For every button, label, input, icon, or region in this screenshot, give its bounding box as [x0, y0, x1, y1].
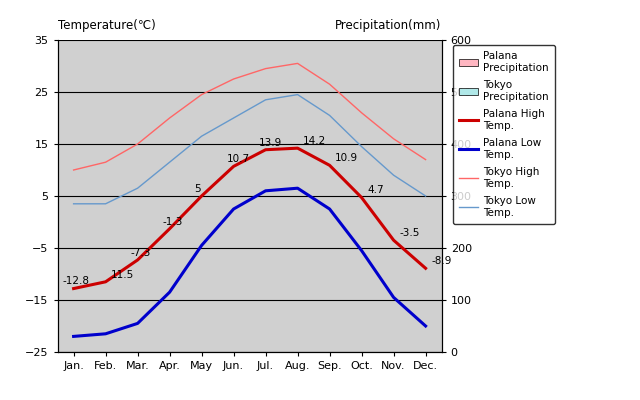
Bar [413, 352, 426, 400]
Bar [285, 352, 298, 400]
Bar [138, 352, 150, 400]
Text: -7.3: -7.3 [131, 248, 151, 258]
Bar [61, 352, 74, 400]
Text: -1.3: -1.3 [163, 216, 183, 226]
Bar [394, 352, 406, 400]
Text: 10.9: 10.9 [335, 153, 358, 163]
Bar [317, 352, 330, 400]
Text: -12.8: -12.8 [63, 276, 90, 286]
Text: -8.9: -8.9 [431, 256, 452, 266]
Bar [349, 352, 362, 400]
Text: 4.7: 4.7 [367, 185, 384, 195]
Text: Precipitation(mm): Precipitation(mm) [335, 19, 442, 32]
Text: 5: 5 [195, 184, 202, 194]
Bar [426, 352, 438, 400]
Bar [93, 352, 106, 400]
Bar [362, 352, 374, 378]
Bar [221, 352, 234, 400]
Bar [202, 352, 214, 400]
Legend: Palana
Precipitation, Tokyo
Precipitation, Palana High
Temp., Palana Low
Temp., : Palana Precipitation, Tokyo Precipitatio… [453, 45, 556, 224]
Bar [189, 352, 202, 400]
Bar [125, 352, 138, 400]
Text: 14.2: 14.2 [303, 136, 326, 146]
Bar [234, 352, 246, 386]
Bar [253, 352, 266, 400]
Text: 13.9: 13.9 [259, 138, 282, 148]
Bar [170, 352, 182, 400]
Bar [266, 352, 278, 388]
Bar [157, 352, 170, 400]
Text: Temperature(℃): Temperature(℃) [58, 19, 156, 32]
Text: -3.5: -3.5 [399, 228, 420, 238]
Text: 11.5: 11.5 [111, 270, 134, 280]
Bar [381, 352, 394, 400]
Bar [330, 352, 342, 357]
Bar [298, 352, 310, 388]
Text: 10.7: 10.7 [227, 154, 250, 164]
Bar [74, 352, 86, 400]
Bar [106, 352, 118, 400]
